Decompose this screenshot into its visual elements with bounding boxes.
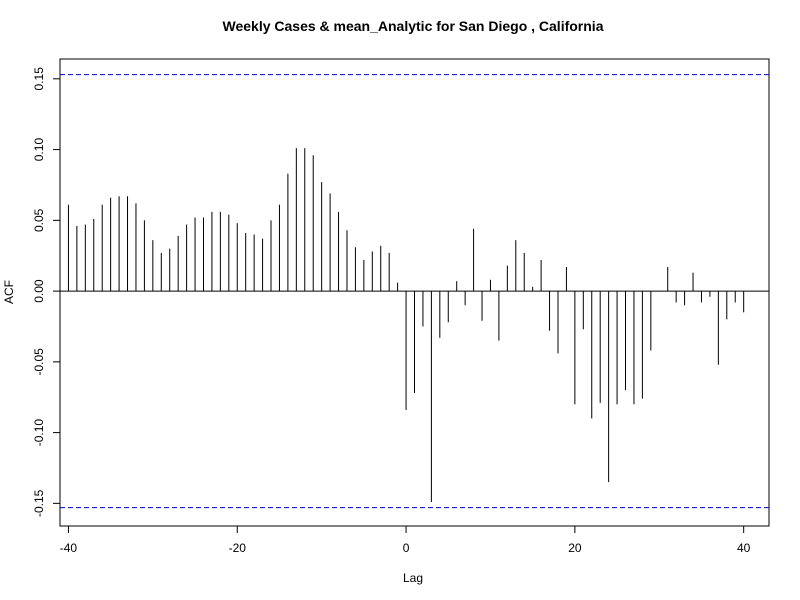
y-tick-label: -0.10 <box>32 419 46 447</box>
y-tick-label: 0.15 <box>32 67 46 91</box>
x-tick-label: 0 <box>403 541 410 555</box>
y-tick-label: 0.00 <box>32 279 46 303</box>
acf-bars <box>67 148 745 502</box>
x-axis: -40 -20 0 20 40 <box>60 525 751 555</box>
y-tick-label: -0.15 <box>32 489 46 517</box>
y-axis-label: ACF <box>2 280 16 304</box>
y-tick-label: 0.05 <box>32 208 46 232</box>
chart-title: Weekly Cases & mean_Analytic for San Die… <box>223 18 604 34</box>
y-tick-label: -0.05 <box>32 348 46 376</box>
y-axis: -0.15 -0.10 -0.05 0.00 0.05 0.10 0.15 <box>32 67 61 517</box>
x-tick-label: -40 <box>60 541 78 555</box>
x-tick-label: -20 <box>229 541 247 555</box>
x-tick-label: 20 <box>568 541 582 555</box>
y-tick-label: 0.10 <box>32 138 46 162</box>
x-axis-label: Lag <box>403 571 423 585</box>
x-tick-label: 40 <box>737 541 751 555</box>
